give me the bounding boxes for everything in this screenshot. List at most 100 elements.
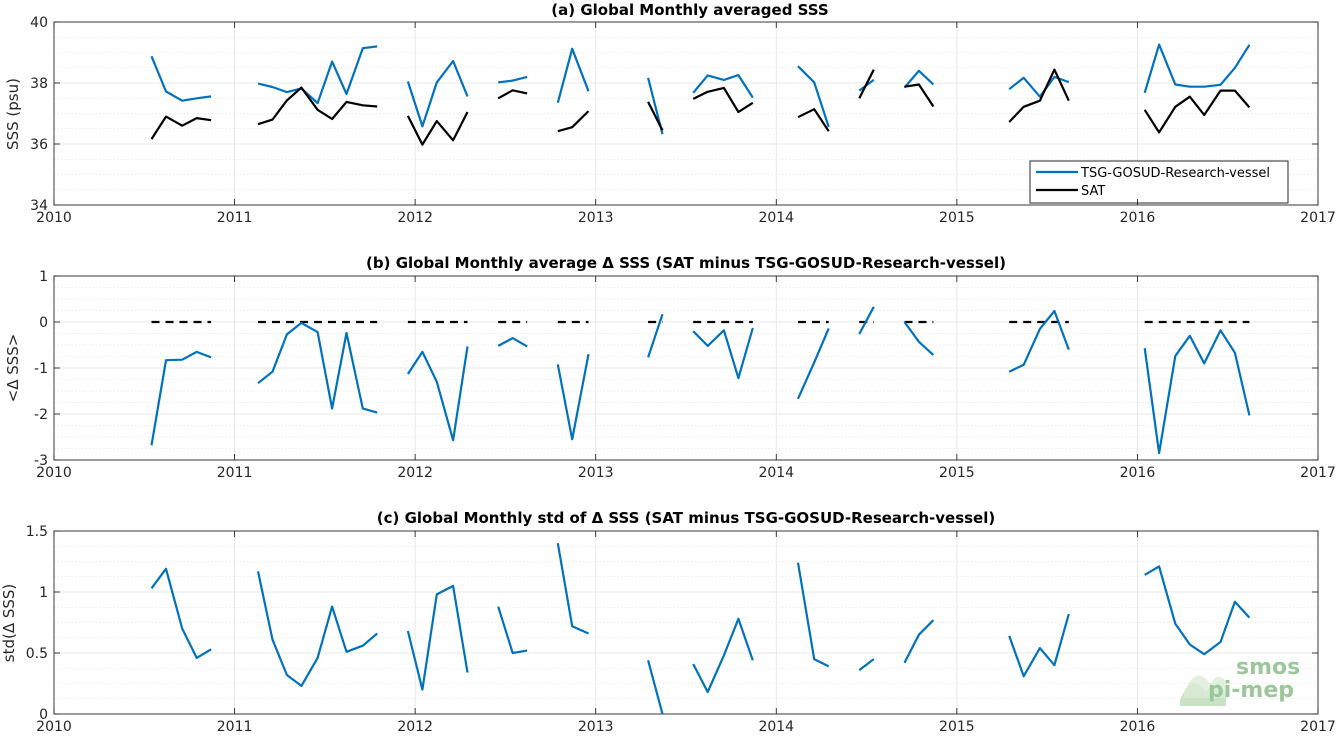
x-tick-label: 2014: [758, 210, 794, 226]
panel-a: (a) Global Monthly averaged SSS SSS (psu…: [4, 1, 1336, 226]
series-line-segment: [1008, 613, 1070, 678]
series-line-segment: [1144, 565, 1251, 656]
series-line-segment: [1143, 329, 1251, 455]
series-line-segment: [903, 619, 935, 664]
series-line-segment: [257, 86, 378, 126]
y-tick-label: -1: [34, 361, 48, 377]
series-line-segment: [150, 567, 212, 659]
series-line-segment: [557, 110, 590, 133]
panel-a-title: (a) Global Monthly averaged SSS: [551, 1, 828, 19]
y-tick-label: 36: [30, 137, 48, 153]
x-tick-label: 2012: [397, 465, 433, 481]
series-line-segment: [647, 313, 664, 358]
series-line-segment: [903, 69, 935, 89]
panel-c-ylabel: std(Δ SSS): [0, 584, 18, 663]
series-line-segment: [692, 327, 754, 380]
panel-c-title: (c) Global Monthly std of Δ SSS (SAT min…: [377, 509, 995, 527]
series-0: [150, 43, 1251, 135]
y-tick-label: 1.5: [26, 524, 48, 540]
series-group: [150, 43, 1251, 146]
x-tick-label: 2014: [758, 465, 794, 481]
y-tick-label: 1: [39, 585, 48, 601]
x-tick-label: 2012: [397, 719, 433, 735]
series-line-segment: [556, 353, 590, 441]
x-tick-label: 2013: [578, 719, 614, 735]
x-tick-label: 2016: [1120, 719, 1156, 735]
series-line-segment: [647, 101, 664, 131]
panel-b-title: (b) Global Monthly average Δ SSS (SAT mi…: [366, 254, 1006, 272]
y-tick-label: 34: [30, 198, 48, 214]
x-tick-label: 2016: [1120, 465, 1156, 481]
y-tick-label: -2: [34, 407, 48, 423]
x-tick-label: 2017: [1300, 465, 1336, 481]
y-tick-label: 0.5: [26, 646, 48, 662]
y-tick-label: 0: [39, 707, 48, 723]
series-line-segment: [858, 658, 875, 671]
series-line-segment: [796, 562, 830, 668]
series-line-segment: [1008, 309, 1070, 373]
panel-a-legend: TSG-GOSUD-Research-vessel SAT: [1029, 160, 1289, 204]
x-tick-label: 2010: [36, 210, 72, 226]
axes: 2010 2011 2012 2013 2014 2015 2016 2017 -3 -2 -1 0 1: [34, 269, 1336, 481]
x-tick-label: 2011: [217, 719, 253, 735]
x-tick-label: 2013: [578, 465, 614, 481]
series-line-segment: [797, 108, 830, 132]
series-line-segment: [406, 346, 469, 442]
series-line-segment: [692, 617, 754, 694]
series-line-segment: [406, 111, 469, 146]
legend-box: [1029, 160, 1289, 204]
series-line-segment: [858, 306, 875, 335]
axes: 2010 2011 2012 2013 2014 2015 2016 2017 34 36 38 40: [30, 15, 1336, 226]
grid: [53, 275, 1319, 461]
logo-text-smos: smos: [1236, 655, 1300, 680]
series-0: [150, 543, 1251, 715]
axes: 2010 2011 2012 2013 2014 2015 2016 2017 0 0.5 1 1.5: [26, 524, 1336, 735]
y-tick-label: 0: [39, 315, 48, 331]
x-tick-label: 2010: [36, 465, 72, 481]
y-tick-label: -3: [34, 453, 48, 469]
grid: [53, 530, 1319, 715]
series-line-segment: [797, 65, 830, 128]
x-tick-label: 2014: [758, 719, 794, 735]
series-group: [150, 543, 1251, 715]
x-tick-label: 2013: [578, 210, 614, 226]
series-line-segment: [406, 584, 469, 691]
series-line-segment: [1143, 43, 1251, 94]
series-group: [150, 306, 1251, 455]
x-tick-label: 2015: [939, 719, 975, 735]
x-tick-label: 2011: [217, 465, 253, 481]
series-line-segment: [692, 86, 754, 114]
x-tick-label: 2010: [36, 719, 72, 735]
series-line-segment: [497, 606, 528, 655]
series-line-segment: [1143, 89, 1251, 134]
smos-pi-mep-logo: smos pi-mep: [1180, 655, 1300, 706]
axes-frame: [53, 530, 1319, 715]
series-line-segment: [150, 350, 212, 446]
axes-frame: [53, 21, 1319, 206]
y-tick-label: 1: [39, 269, 48, 285]
series-line-segment: [647, 660, 664, 715]
series-line-segment: [150, 115, 212, 140]
logo-text-pi-mep: pi-mep: [1208, 678, 1294, 703]
y-tick-label: 38: [30, 76, 48, 92]
series-line-segment: [904, 83, 935, 108]
series-line-segment: [256, 571, 378, 687]
legend-label-sat: SAT: [1081, 184, 1105, 199]
series-line-segment: [796, 327, 830, 400]
logo-wave-icon: [1180, 675, 1228, 706]
series-line-segment: [858, 69, 875, 99]
panel-a-ylabel: SSS (psu): [4, 78, 22, 150]
series-line-segment: [903, 321, 935, 356]
series-line-segment: [498, 75, 528, 84]
x-tick-label: 2015: [939, 210, 975, 226]
series-line-segment: [150, 55, 212, 102]
series-line-segment: [1008, 68, 1070, 123]
series-line-segment: [692, 74, 754, 99]
x-tick-label: 2017: [1300, 719, 1336, 735]
series-line-segment: [556, 47, 590, 104]
series-line-segment: [406, 59, 469, 128]
x-tick-label: 2012: [397, 210, 433, 226]
series-1: [150, 68, 1251, 146]
x-tick-label: 2011: [217, 210, 253, 226]
